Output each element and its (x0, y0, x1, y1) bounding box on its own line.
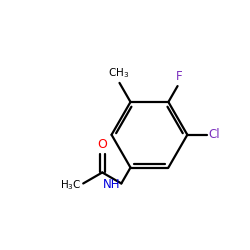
Text: NH: NH (102, 178, 120, 191)
Text: O: O (97, 138, 107, 151)
Text: Cl: Cl (209, 128, 220, 141)
Text: F: F (176, 70, 182, 83)
Text: CH$_3$: CH$_3$ (108, 66, 129, 80)
Text: H$_3$C: H$_3$C (60, 178, 81, 192)
